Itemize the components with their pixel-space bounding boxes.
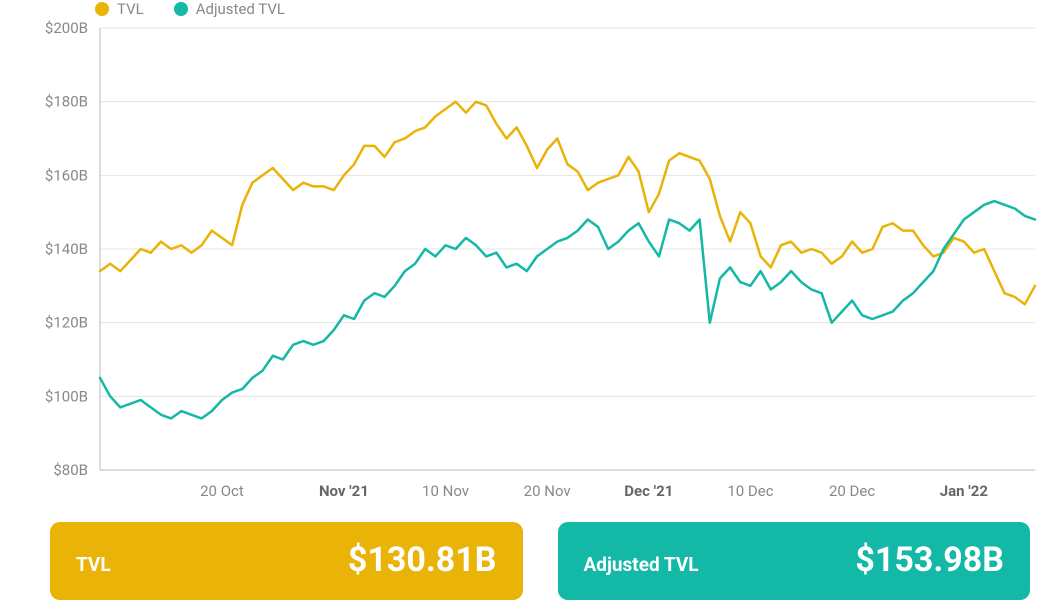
series-tvl[interactable] (100, 102, 1035, 305)
y-tick-label: $100B (45, 387, 88, 405)
x-tick-label: 10 Nov (422, 482, 469, 500)
x-tick-label: 20 Dec (829, 482, 875, 500)
y-tick-label: $200B (45, 19, 88, 37)
card-title: TVL (76, 553, 111, 576)
y-tick-label: $80B (53, 461, 88, 479)
x-tick-label: 10 Dec (727, 482, 773, 500)
card-value: $153.98B (855, 540, 1004, 580)
summary-cards: TVL $130.81B Adjusted TVL $153.98B (50, 522, 1030, 600)
y-tick-label: $120B (45, 314, 88, 332)
card-adjusted-tvl[interactable]: Adjusted TVL $153.98B (558, 522, 1031, 600)
x-tick-label: 20 Oct (200, 482, 244, 500)
card-title: Adjusted TVL (584, 553, 699, 576)
series-adjusted-tvl[interactable] (100, 201, 1035, 418)
y-tick-label: $160B (45, 166, 88, 184)
y-tick-label: $180B (45, 93, 88, 111)
tvl-chart[interactable]: $80B $100B $120B $140B $160B $180B $200B 20 Oct… (0, 0, 1050, 520)
x-tick-label: Dec '21 (624, 482, 673, 500)
x-tick-label: Nov '21 (319, 482, 369, 500)
y-tick-label: $140B (45, 240, 88, 258)
x-tick-label: Jan '22 (940, 482, 989, 500)
card-tvl[interactable]: TVL $130.81B (50, 522, 523, 600)
x-tick-label: 20 Nov (524, 482, 571, 500)
card-value: $130.81B (348, 540, 497, 580)
